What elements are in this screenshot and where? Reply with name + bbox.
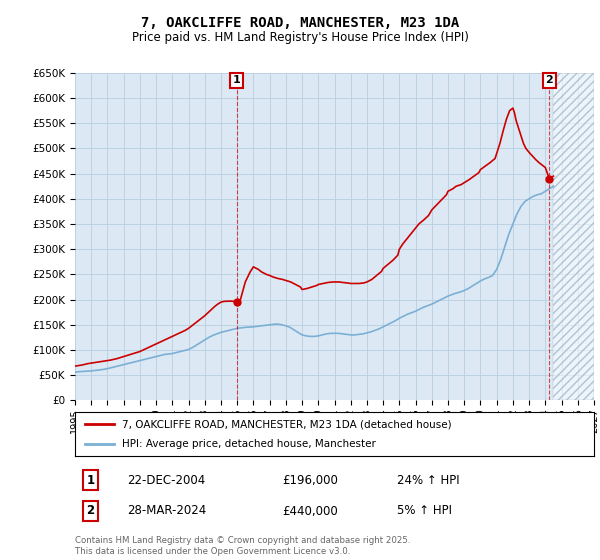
- Text: 5% ↑ HPI: 5% ↑ HPI: [397, 505, 452, 517]
- Text: 22-DEC-2004: 22-DEC-2004: [127, 474, 205, 487]
- Text: 7, OAKCLIFFE ROAD, MANCHESTER, M23 1DA (detached house): 7, OAKCLIFFE ROAD, MANCHESTER, M23 1DA (…: [122, 419, 451, 429]
- Text: 24% ↑ HPI: 24% ↑ HPI: [397, 474, 460, 487]
- Text: 7, OAKCLIFFE ROAD, MANCHESTER, M23 1DA: 7, OAKCLIFFE ROAD, MANCHESTER, M23 1DA: [141, 16, 459, 30]
- Text: £440,000: £440,000: [283, 505, 338, 517]
- Text: 1: 1: [86, 474, 95, 487]
- Text: 2: 2: [86, 505, 95, 517]
- Text: 1: 1: [233, 76, 241, 85]
- Text: 2: 2: [545, 76, 553, 85]
- Text: £196,000: £196,000: [283, 474, 338, 487]
- Bar: [553, 73, 594, 400]
- Text: 28-MAR-2024: 28-MAR-2024: [127, 505, 206, 517]
- Text: HPI: Average price, detached house, Manchester: HPI: Average price, detached house, Manc…: [122, 439, 376, 449]
- Bar: [553, 73, 594, 400]
- Text: Price paid vs. HM Land Registry's House Price Index (HPI): Price paid vs. HM Land Registry's House …: [131, 31, 469, 44]
- Text: Contains HM Land Registry data © Crown copyright and database right 2025.
This d: Contains HM Land Registry data © Crown c…: [75, 536, 410, 556]
